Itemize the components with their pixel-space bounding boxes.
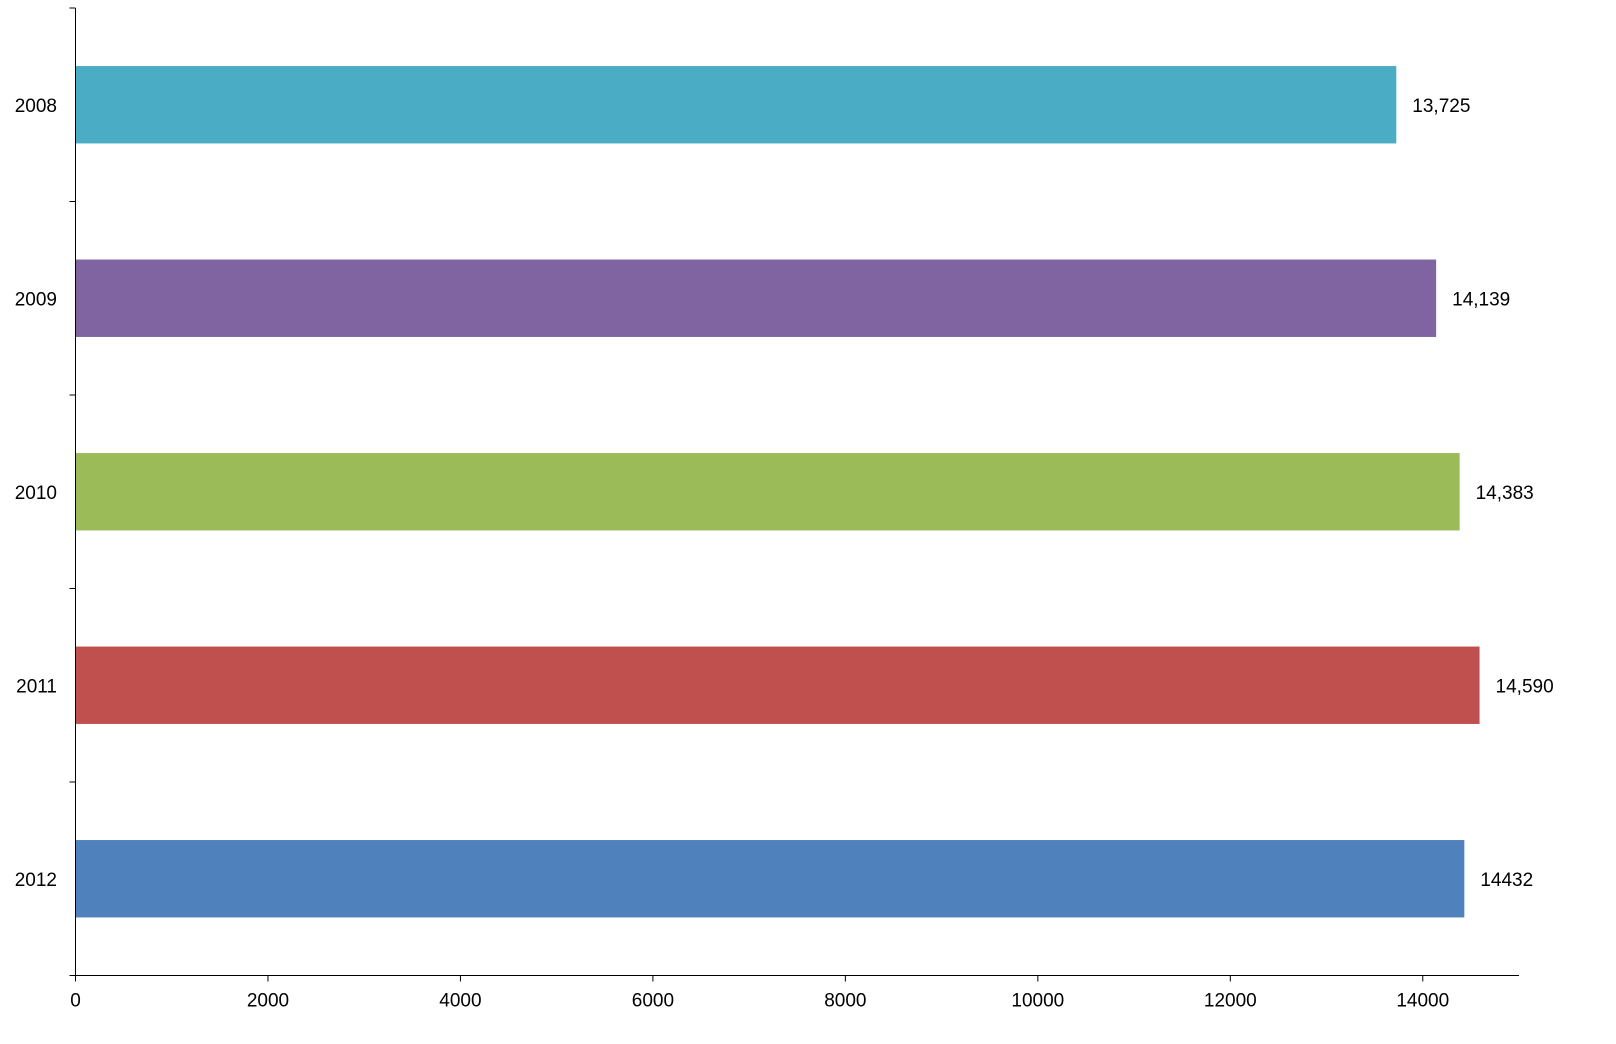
- bar-2009: [75, 259, 1437, 337]
- data-label-2008: 13,725: [1412, 96, 1470, 117]
- category-label-2008: 2008: [15, 96, 57, 117]
- data-label-2011: 14,590: [1496, 676, 1554, 697]
- value-tick-label-8000: 8000: [824, 991, 866, 1012]
- data-label-2009: 14,139: [1452, 289, 1510, 310]
- category-label-2012: 2012: [15, 870, 57, 891]
- category-axis: 2008 2009 2010 2011 2012: [15, 7, 76, 976]
- category-label-2010: 2010: [15, 483, 57, 504]
- value-tick-label-0: 0: [70, 991, 81, 1012]
- value-tick-label-2000: 2000: [247, 991, 289, 1012]
- value-tick-label-4000: 4000: [439, 991, 481, 1012]
- data-label-2010: 14,383: [1476, 483, 1534, 504]
- value-tick-label-10000: 10000: [1011, 991, 1064, 1012]
- value-axis: 0 2000 4000 6000 8000 10000 12000 14000: [70, 975, 1519, 1012]
- category-label-2009: 2009: [15, 289, 57, 310]
- bar-2011: [75, 646, 1480, 724]
- bar-2012: [75, 840, 1465, 918]
- data-labels: 13,725 14,139 14,383 14,590 14432: [1412, 96, 1553, 891]
- value-tick-label-6000: 6000: [632, 991, 674, 1012]
- category-label-2011: 2011: [16, 676, 57, 697]
- bars-layer: [75, 66, 1480, 918]
- value-tick-label-12000: 12000: [1204, 991, 1257, 1012]
- value-tick-label-14000: 14000: [1396, 991, 1449, 1012]
- bar-2010: [75, 453, 1460, 531]
- bar-2008: [75, 66, 1397, 144]
- data-label-2012: 14432: [1480, 870, 1533, 891]
